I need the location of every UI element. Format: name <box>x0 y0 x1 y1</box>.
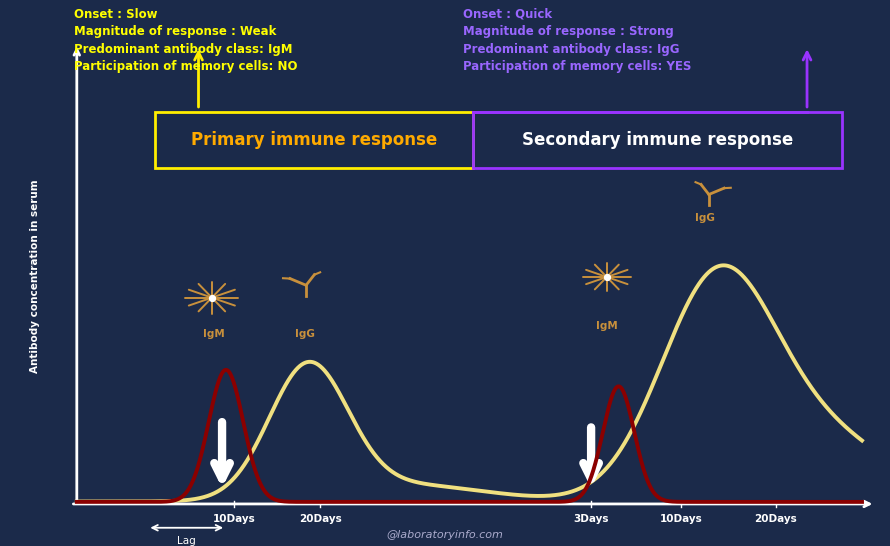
Text: Participation of memory cells: NO: Participation of memory cells: NO <box>74 60 297 73</box>
Bar <box>473 112 842 168</box>
Text: Primary immune response: Primary immune response <box>191 131 438 149</box>
Text: Secondary immune response: Secondary immune response <box>522 131 794 149</box>
Text: Onset : Quick: Onset : Quick <box>463 8 552 21</box>
Text: @laboratoryinfo.com: @laboratoryinfo.com <box>386 530 504 541</box>
Text: IgM: IgM <box>203 329 225 339</box>
Text: IgG: IgG <box>295 329 314 339</box>
Bar <box>156 112 473 168</box>
Text: Lag: Lag <box>177 536 196 545</box>
Text: 10Days: 10Days <box>660 514 703 524</box>
Text: 10Days: 10Days <box>213 514 255 524</box>
Text: Magnitude of response : Strong: Magnitude of response : Strong <box>463 25 674 38</box>
Text: 3Days: 3Days <box>573 514 609 524</box>
Point <box>600 272 614 281</box>
Text: Onset : Slow: Onset : Slow <box>74 8 158 21</box>
Text: Magnitude of response : Weak: Magnitude of response : Weak <box>74 25 277 38</box>
Text: Predominant antibody class: IgG: Predominant antibody class: IgG <box>463 43 679 56</box>
Text: IgM: IgM <box>596 321 618 331</box>
Point <box>205 293 219 302</box>
Text: Predominant antibody class: IgM: Predominant antibody class: IgM <box>74 43 293 56</box>
Text: 20Days: 20Days <box>754 514 797 524</box>
Text: 20Days: 20Days <box>299 514 342 524</box>
Text: IgG: IgG <box>695 213 715 223</box>
Text: Participation of memory cells: YES: Participation of memory cells: YES <box>463 60 692 73</box>
Text: Antibody concentration in serum: Antibody concentration in serum <box>30 180 40 373</box>
